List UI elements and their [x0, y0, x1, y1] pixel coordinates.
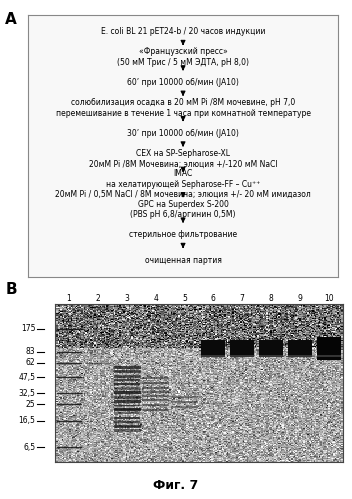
Text: 25: 25 — [26, 400, 36, 409]
Text: 6,5: 6,5 — [23, 443, 36, 452]
Text: 62: 62 — [26, 358, 36, 367]
Text: очищенная партия: очищенная партия — [145, 255, 221, 264]
Text: 8: 8 — [269, 294, 274, 303]
Text: 7: 7 — [240, 294, 245, 303]
Text: 47,5: 47,5 — [18, 373, 36, 382]
Text: стерильное фильтрование: стерильное фильтрование — [129, 230, 237, 239]
Bar — [259, 355, 283, 357]
Text: 1: 1 — [67, 294, 71, 303]
Text: 30’ при 10000 об/мин (JA10): 30’ при 10000 об/мин (JA10) — [127, 129, 239, 138]
Text: 32,5: 32,5 — [19, 389, 36, 398]
Bar — [259, 340, 283, 357]
Text: GPC на Superdex S-200
(PBS pH 6,8/аргинин 0,5М): GPC на Superdex S-200 (PBS pH 6,8/аргини… — [130, 200, 236, 219]
Text: B: B — [5, 282, 17, 297]
Text: 2: 2 — [95, 294, 100, 303]
Bar — [230, 340, 254, 357]
Text: IMAC
на хелатирующей Sepharose-FF – Cu⁺⁺
20мМ Pi / 0,5М NaCl / 8М мочевина; элюц: IMAC на хелатирующей Sepharose-FF – Cu⁺⁺… — [55, 169, 311, 199]
Text: 16,5: 16,5 — [19, 416, 36, 425]
Bar — [317, 337, 341, 360]
Bar — [201, 355, 225, 357]
Text: CEX на SP-Sepharose-XL
20мМ Pi /8М Мочевина; элюция +/-120 мМ NaCl: CEX на SP-Sepharose-XL 20мМ Pi /8М Мочев… — [89, 149, 277, 169]
Text: Фиг. 7: Фиг. 7 — [153, 479, 199, 492]
Text: 3: 3 — [124, 294, 129, 303]
Text: 60’ при 10000 об/мин (JA10): 60’ при 10000 об/мин (JA10) — [127, 78, 239, 87]
Text: 10: 10 — [324, 294, 334, 303]
Text: 83: 83 — [26, 347, 36, 356]
Bar — [230, 355, 254, 357]
Text: 6: 6 — [211, 294, 216, 303]
Bar — [317, 355, 341, 357]
Text: A: A — [5, 12, 17, 27]
Text: солюбилизация осадка в 20 мМ Pi /8М мочевине, pH 7,0
перемешивание в течение 1 ч: солюбилизация осадка в 20 мМ Pi /8М моче… — [56, 98, 310, 118]
Text: 175: 175 — [21, 324, 36, 333]
Text: 5: 5 — [182, 294, 187, 303]
Bar — [288, 340, 312, 357]
Text: 9: 9 — [297, 294, 302, 303]
Bar — [288, 355, 312, 357]
Text: E. coli BL 21 pET24-b / 20 часов индукции: E. coli BL 21 pET24-b / 20 часов индукци… — [101, 27, 265, 36]
Bar — [201, 340, 225, 357]
Text: 4: 4 — [153, 294, 158, 303]
Text: «Французский пресс»
(50 мМ Трис / 5 мМ ЭДТА, pH 8,0): «Французский пресс» (50 мМ Трис / 5 мМ Э… — [117, 47, 249, 67]
Bar — [317, 340, 341, 357]
